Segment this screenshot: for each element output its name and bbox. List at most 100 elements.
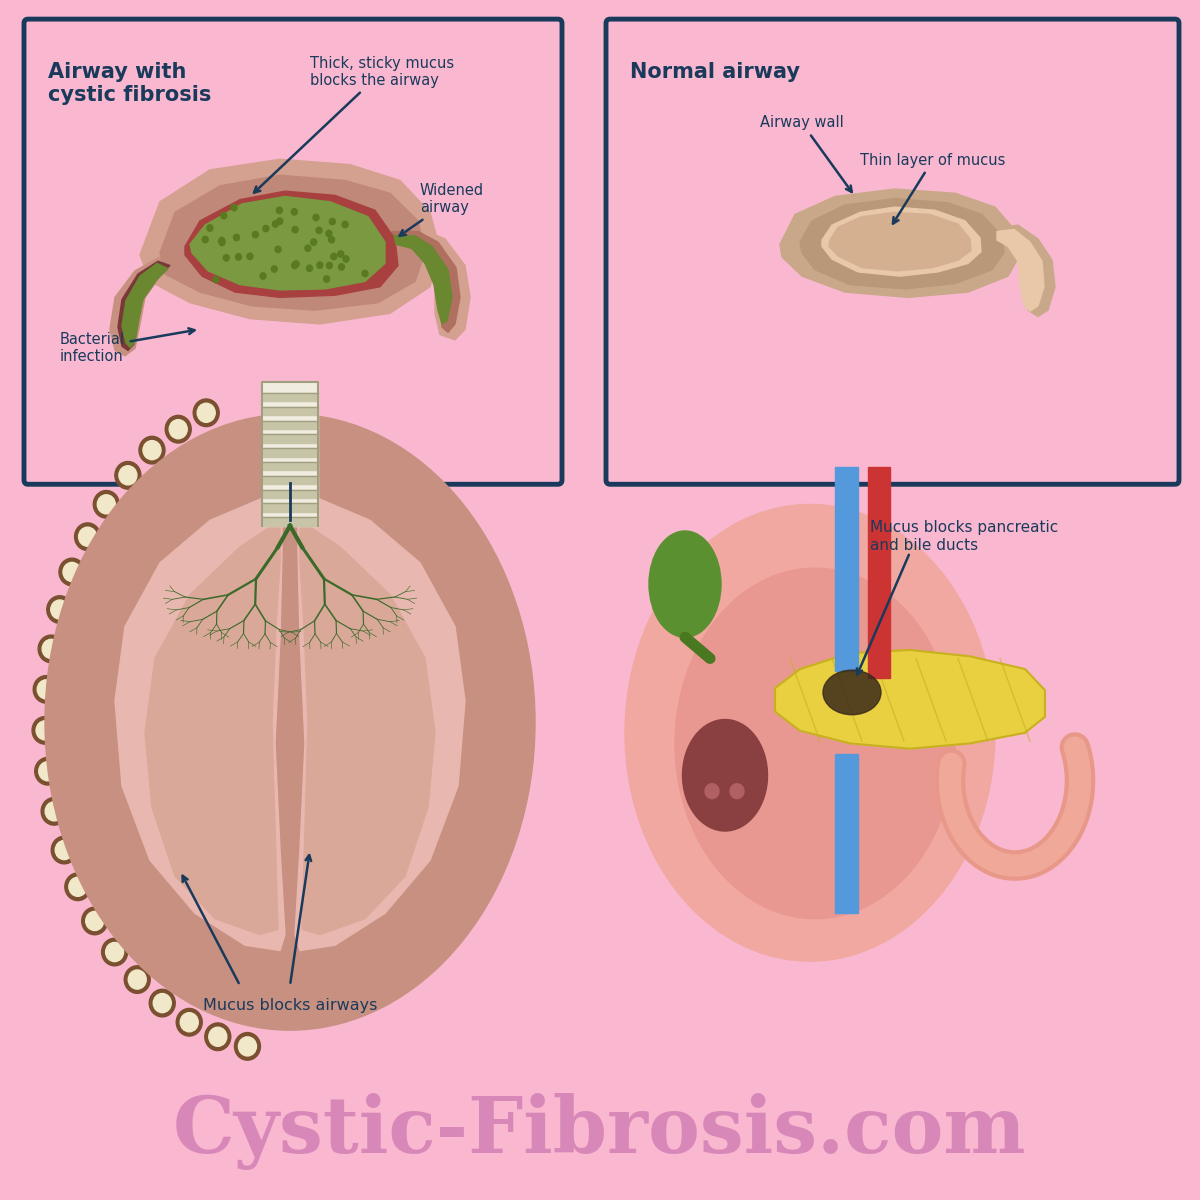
FancyBboxPatch shape: [606, 19, 1178, 485]
Polygon shape: [780, 190, 1020, 298]
Circle shape: [38, 635, 64, 662]
Circle shape: [247, 253, 253, 259]
Polygon shape: [868, 467, 890, 678]
Circle shape: [36, 721, 54, 740]
Text: Cystic-Fibrosis.com: Cystic-Fibrosis.com: [173, 1092, 1027, 1170]
Text: Mucus blocks pancreatic
and bile ducts: Mucus blocks pancreatic and bile ducts: [870, 521, 1058, 553]
Circle shape: [78, 527, 96, 546]
Circle shape: [125, 966, 150, 994]
Circle shape: [293, 260, 299, 268]
Circle shape: [329, 236, 335, 242]
Polygon shape: [262, 420, 318, 430]
Polygon shape: [262, 392, 318, 402]
Polygon shape: [835, 754, 858, 913]
Circle shape: [197, 403, 215, 422]
Polygon shape: [392, 232, 460, 332]
Polygon shape: [262, 517, 318, 526]
FancyBboxPatch shape: [24, 19, 562, 485]
Circle shape: [35, 757, 61, 785]
Circle shape: [203, 236, 209, 242]
Circle shape: [59, 558, 85, 586]
Ellipse shape: [674, 568, 955, 919]
Text: Thick, sticky mucus
blocks the airway: Thick, sticky mucus blocks the airway: [254, 55, 454, 193]
Polygon shape: [775, 650, 1045, 749]
Polygon shape: [295, 488, 466, 950]
Ellipse shape: [46, 414, 535, 1030]
Text: Airway wall: Airway wall: [760, 115, 852, 192]
Polygon shape: [160, 175, 425, 310]
Text: Airway with
cystic fibrosis: Airway with cystic fibrosis: [48, 61, 211, 104]
Circle shape: [317, 262, 323, 269]
Polygon shape: [394, 235, 452, 324]
Ellipse shape: [683, 720, 768, 832]
Circle shape: [326, 263, 332, 269]
Circle shape: [115, 462, 140, 490]
Circle shape: [337, 251, 343, 257]
Polygon shape: [185, 191, 398, 298]
Text: Normal airway: Normal airway: [630, 61, 800, 82]
Circle shape: [176, 1008, 203, 1036]
Polygon shape: [997, 229, 1044, 311]
Polygon shape: [262, 383, 318, 526]
Circle shape: [149, 989, 175, 1016]
Circle shape: [305, 245, 311, 252]
Circle shape: [47, 595, 73, 623]
Polygon shape: [822, 208, 982, 276]
Polygon shape: [140, 160, 440, 324]
Circle shape: [306, 265, 312, 271]
Circle shape: [223, 254, 229, 262]
Circle shape: [166, 415, 191, 443]
Circle shape: [119, 466, 137, 485]
Text: Bacterial
infection: Bacterial infection: [60, 329, 194, 364]
Circle shape: [139, 437, 164, 464]
Circle shape: [260, 272, 266, 280]
Circle shape: [271, 266, 277, 272]
Circle shape: [102, 938, 127, 966]
Circle shape: [206, 224, 212, 232]
Polygon shape: [300, 521, 436, 935]
Circle shape: [362, 270, 368, 277]
Circle shape: [41, 798, 67, 826]
Circle shape: [235, 253, 241, 260]
Circle shape: [343, 256, 349, 262]
Polygon shape: [995, 226, 1055, 317]
Ellipse shape: [823, 670, 881, 715]
Text: Widened
airway: Widened airway: [400, 182, 484, 235]
Circle shape: [239, 1037, 257, 1056]
Text: Thin layer of mucus: Thin layer of mucus: [860, 152, 1006, 223]
Polygon shape: [390, 228, 470, 340]
Polygon shape: [262, 462, 318, 470]
Ellipse shape: [625, 504, 995, 961]
Ellipse shape: [649, 530, 721, 637]
Circle shape: [74, 523, 101, 551]
Circle shape: [272, 221, 278, 227]
Text: Mucus blocks airways: Mucus blocks airways: [203, 998, 377, 1013]
Polygon shape: [262, 475, 318, 485]
Circle shape: [313, 215, 319, 221]
Circle shape: [324, 276, 330, 282]
Circle shape: [62, 563, 80, 582]
Circle shape: [180, 1013, 198, 1032]
Circle shape: [106, 942, 124, 961]
Circle shape: [38, 762, 56, 781]
Circle shape: [85, 911, 103, 930]
Polygon shape: [262, 490, 318, 498]
Circle shape: [32, 716, 58, 744]
Polygon shape: [262, 503, 318, 512]
Circle shape: [65, 872, 91, 900]
Polygon shape: [835, 467, 858, 671]
Circle shape: [292, 209, 298, 215]
Polygon shape: [122, 263, 168, 347]
Polygon shape: [262, 448, 318, 457]
Polygon shape: [145, 521, 280, 935]
Circle shape: [706, 784, 719, 799]
Polygon shape: [110, 257, 175, 355]
Circle shape: [234, 1032, 260, 1060]
Circle shape: [292, 227, 298, 233]
Circle shape: [234, 234, 240, 241]
Circle shape: [292, 262, 298, 269]
Circle shape: [316, 227, 322, 234]
Circle shape: [329, 218, 335, 224]
Polygon shape: [829, 212, 971, 271]
Polygon shape: [115, 488, 286, 950]
